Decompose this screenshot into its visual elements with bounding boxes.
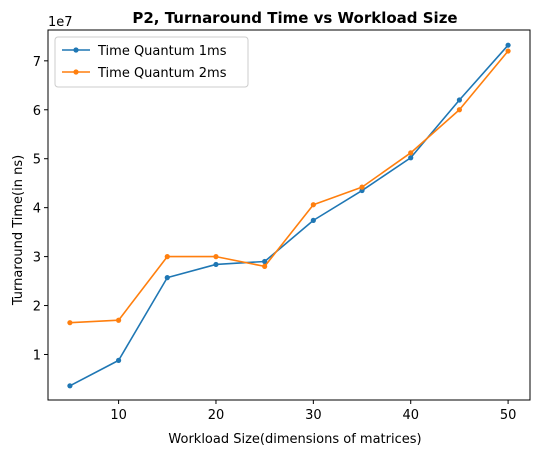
x-tick-label: 30	[305, 408, 322, 423]
data-point	[359, 184, 365, 190]
x-axis-label: Workload Size(dimensions of matrices)	[168, 432, 421, 447]
plot-frame	[47, 29, 531, 401]
legend: Time Quantum 1ms Time Quantum 2ms	[54, 36, 249, 88]
data-point	[213, 261, 219, 268]
y-tick-label: 7	[33, 55, 41, 70]
data-point	[505, 48, 511, 54]
data-point	[262, 263, 268, 269]
legend-marker	[73, 69, 79, 75]
series-line-1	[69, 44, 509, 387]
y-tick-label: 5	[33, 153, 41, 168]
legend-box	[54, 36, 249, 88]
data-point	[408, 155, 414, 161]
data-point	[67, 320, 73, 326]
y-tick-label: 3	[33, 251, 41, 266]
y-tick-label: 4	[33, 202, 41, 217]
data-point	[456, 97, 463, 103]
legend-label: Time Quantum 2ms	[97, 66, 227, 81]
data-point	[213, 254, 219, 260]
data-point	[115, 317, 122, 323]
y-axis-label: Turnaround Time(in ns)	[11, 155, 26, 306]
series-line-2	[69, 50, 509, 324]
series-layer	[67, 42, 511, 389]
chart-title: P2, Turnaround Time vs Workload Size	[132, 9, 457, 27]
data-point	[164, 275, 170, 281]
data-point	[67, 383, 73, 389]
x-axis-ticks: 10 20 30 40 50	[110, 400, 516, 423]
x-tick-label: 40	[402, 408, 419, 423]
y-axis-ticks: 1 2 3 4 5 6 7	[33, 55, 48, 363]
data-point	[115, 357, 122, 363]
legend-marker	[73, 47, 79, 53]
y-tick-label: 6	[33, 104, 41, 119]
x-tick-label: 50	[500, 408, 517, 423]
data-point	[262, 258, 268, 265]
y-tick-label: 2	[33, 300, 41, 315]
data-point	[505, 42, 511, 48]
legend-label: Time Quantum 1ms	[97, 44, 227, 59]
data-point	[456, 107, 463, 113]
y-axis-scale-label: 1e7	[48, 15, 73, 30]
data-point	[164, 254, 170, 260]
plot-area	[47, 29, 531, 401]
data-point	[310, 217, 316, 223]
data-point	[310, 202, 316, 208]
x-tick-label: 10	[110, 408, 127, 423]
y-tick-label: 1	[33, 348, 41, 363]
x-tick-label: 20	[208, 408, 225, 423]
data-point	[408, 150, 414, 156]
